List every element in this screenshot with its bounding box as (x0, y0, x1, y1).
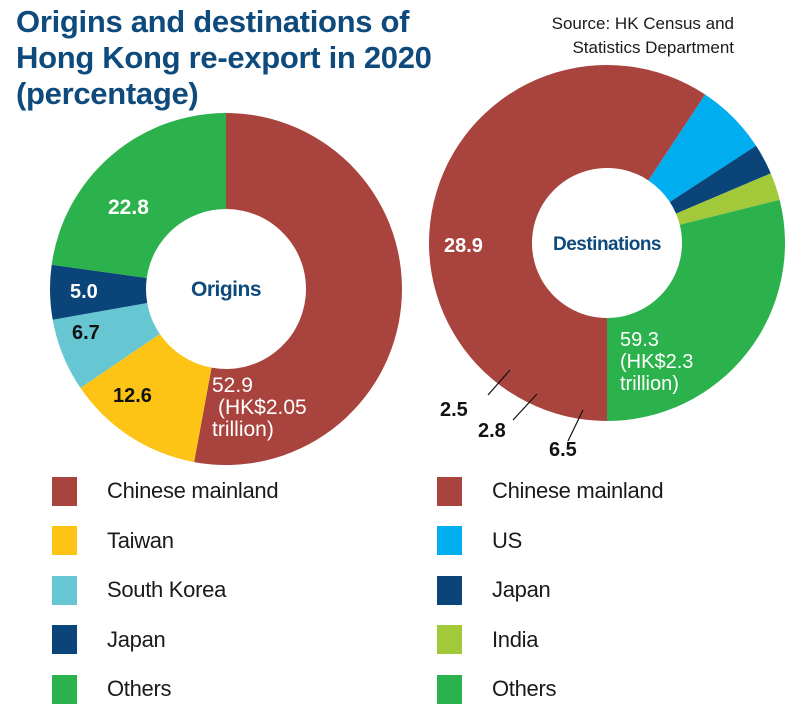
data-label: 28.9 (444, 235, 483, 257)
legend-item: Others (52, 674, 172, 704)
legend-label: Japan (492, 577, 551, 603)
source-note: Source: HK Census and Statistics Departm… (552, 12, 734, 60)
slice-south-korea (52, 303, 160, 388)
legend-label: India (492, 626, 539, 652)
data-label: 59.3 (HK$2.3 trillion) (620, 329, 693, 395)
legend-item: Others (437, 674, 557, 704)
center-label: Origins (191, 278, 261, 301)
legend-swatch (437, 526, 462, 556)
legend-label: Japan (107, 626, 166, 652)
slice-us (648, 94, 757, 203)
legend-item: US (437, 526, 522, 556)
legend-label: Taiwan (107, 527, 174, 553)
slice-japan (50, 264, 148, 320)
source-line: Statistics Department (572, 38, 734, 57)
data-label: 2.8 (478, 420, 506, 442)
legend-item: Japan (52, 625, 166, 655)
leader-line (567, 409, 584, 442)
data-label: 5.0 (70, 281, 98, 303)
slice-taiwan (80, 333, 212, 463)
legend-item: Japan (437, 575, 551, 605)
slice-others (607, 199, 786, 421)
legend-item: Chinese mainland (52, 476, 279, 506)
legend-label: South Korea (107, 577, 227, 603)
leader-line (512, 393, 538, 421)
legend-swatch (52, 526, 77, 556)
legend-label: Chinese mainland (107, 478, 279, 503)
destinations-donut: 59.3 (HK$2.3 trillion) 6.5 2.8 2.5 28.9 Destina… (429, 65, 786, 461)
legend-item: Chinese mainland (437, 476, 664, 506)
legend-label: Others (492, 676, 557, 702)
data-label: 6.7 (72, 322, 100, 344)
legend-swatch (437, 575, 462, 605)
title-line: (percentage) (16, 76, 199, 111)
legend-swatch (52, 476, 77, 506)
data-label: 6.5 (549, 439, 577, 461)
legend-item: India (437, 625, 539, 655)
legend-swatch (52, 575, 77, 605)
legend-label: Others (107, 676, 172, 702)
legend-label: Chinese mainland (492, 478, 664, 503)
slice-india (676, 173, 780, 225)
title-line: Origins and destinations of (16, 4, 410, 39)
data-label: 12.6 (113, 385, 152, 407)
slice-chinese-mainland (429, 65, 706, 421)
legend-swatch (437, 476, 462, 506)
data-label: 22.8 (108, 196, 149, 219)
data-label: 2.5 (440, 399, 468, 421)
chart-title: Origins and destinations of Hong Kong re… (16, 4, 436, 112)
legend-swatch (52, 674, 77, 704)
center-label: Destinations (553, 234, 661, 255)
source-line: Source: HK Census and (551, 14, 734, 33)
legend-label: US (492, 527, 522, 553)
legend-swatch (437, 625, 462, 655)
data-label: 52.9 (HK$2.05 trillion) (212, 374, 307, 441)
legend-swatch (437, 674, 462, 704)
slice-japan (669, 145, 771, 214)
origins-donut: 52.9 (HK$2.05 trillion) 12.6 6.7 5.0 22.8 Origi… (50, 113, 402, 465)
legend-item: Taiwan (52, 526, 174, 556)
legend-item: South Korea (52, 575, 226, 605)
slice-chinese-mainland (194, 113, 402, 465)
legend-swatch (52, 625, 77, 655)
slice-others (51, 113, 226, 278)
leader-line (487, 369, 511, 396)
title-line: Hong Kong re-export in 2020 (16, 40, 432, 75)
